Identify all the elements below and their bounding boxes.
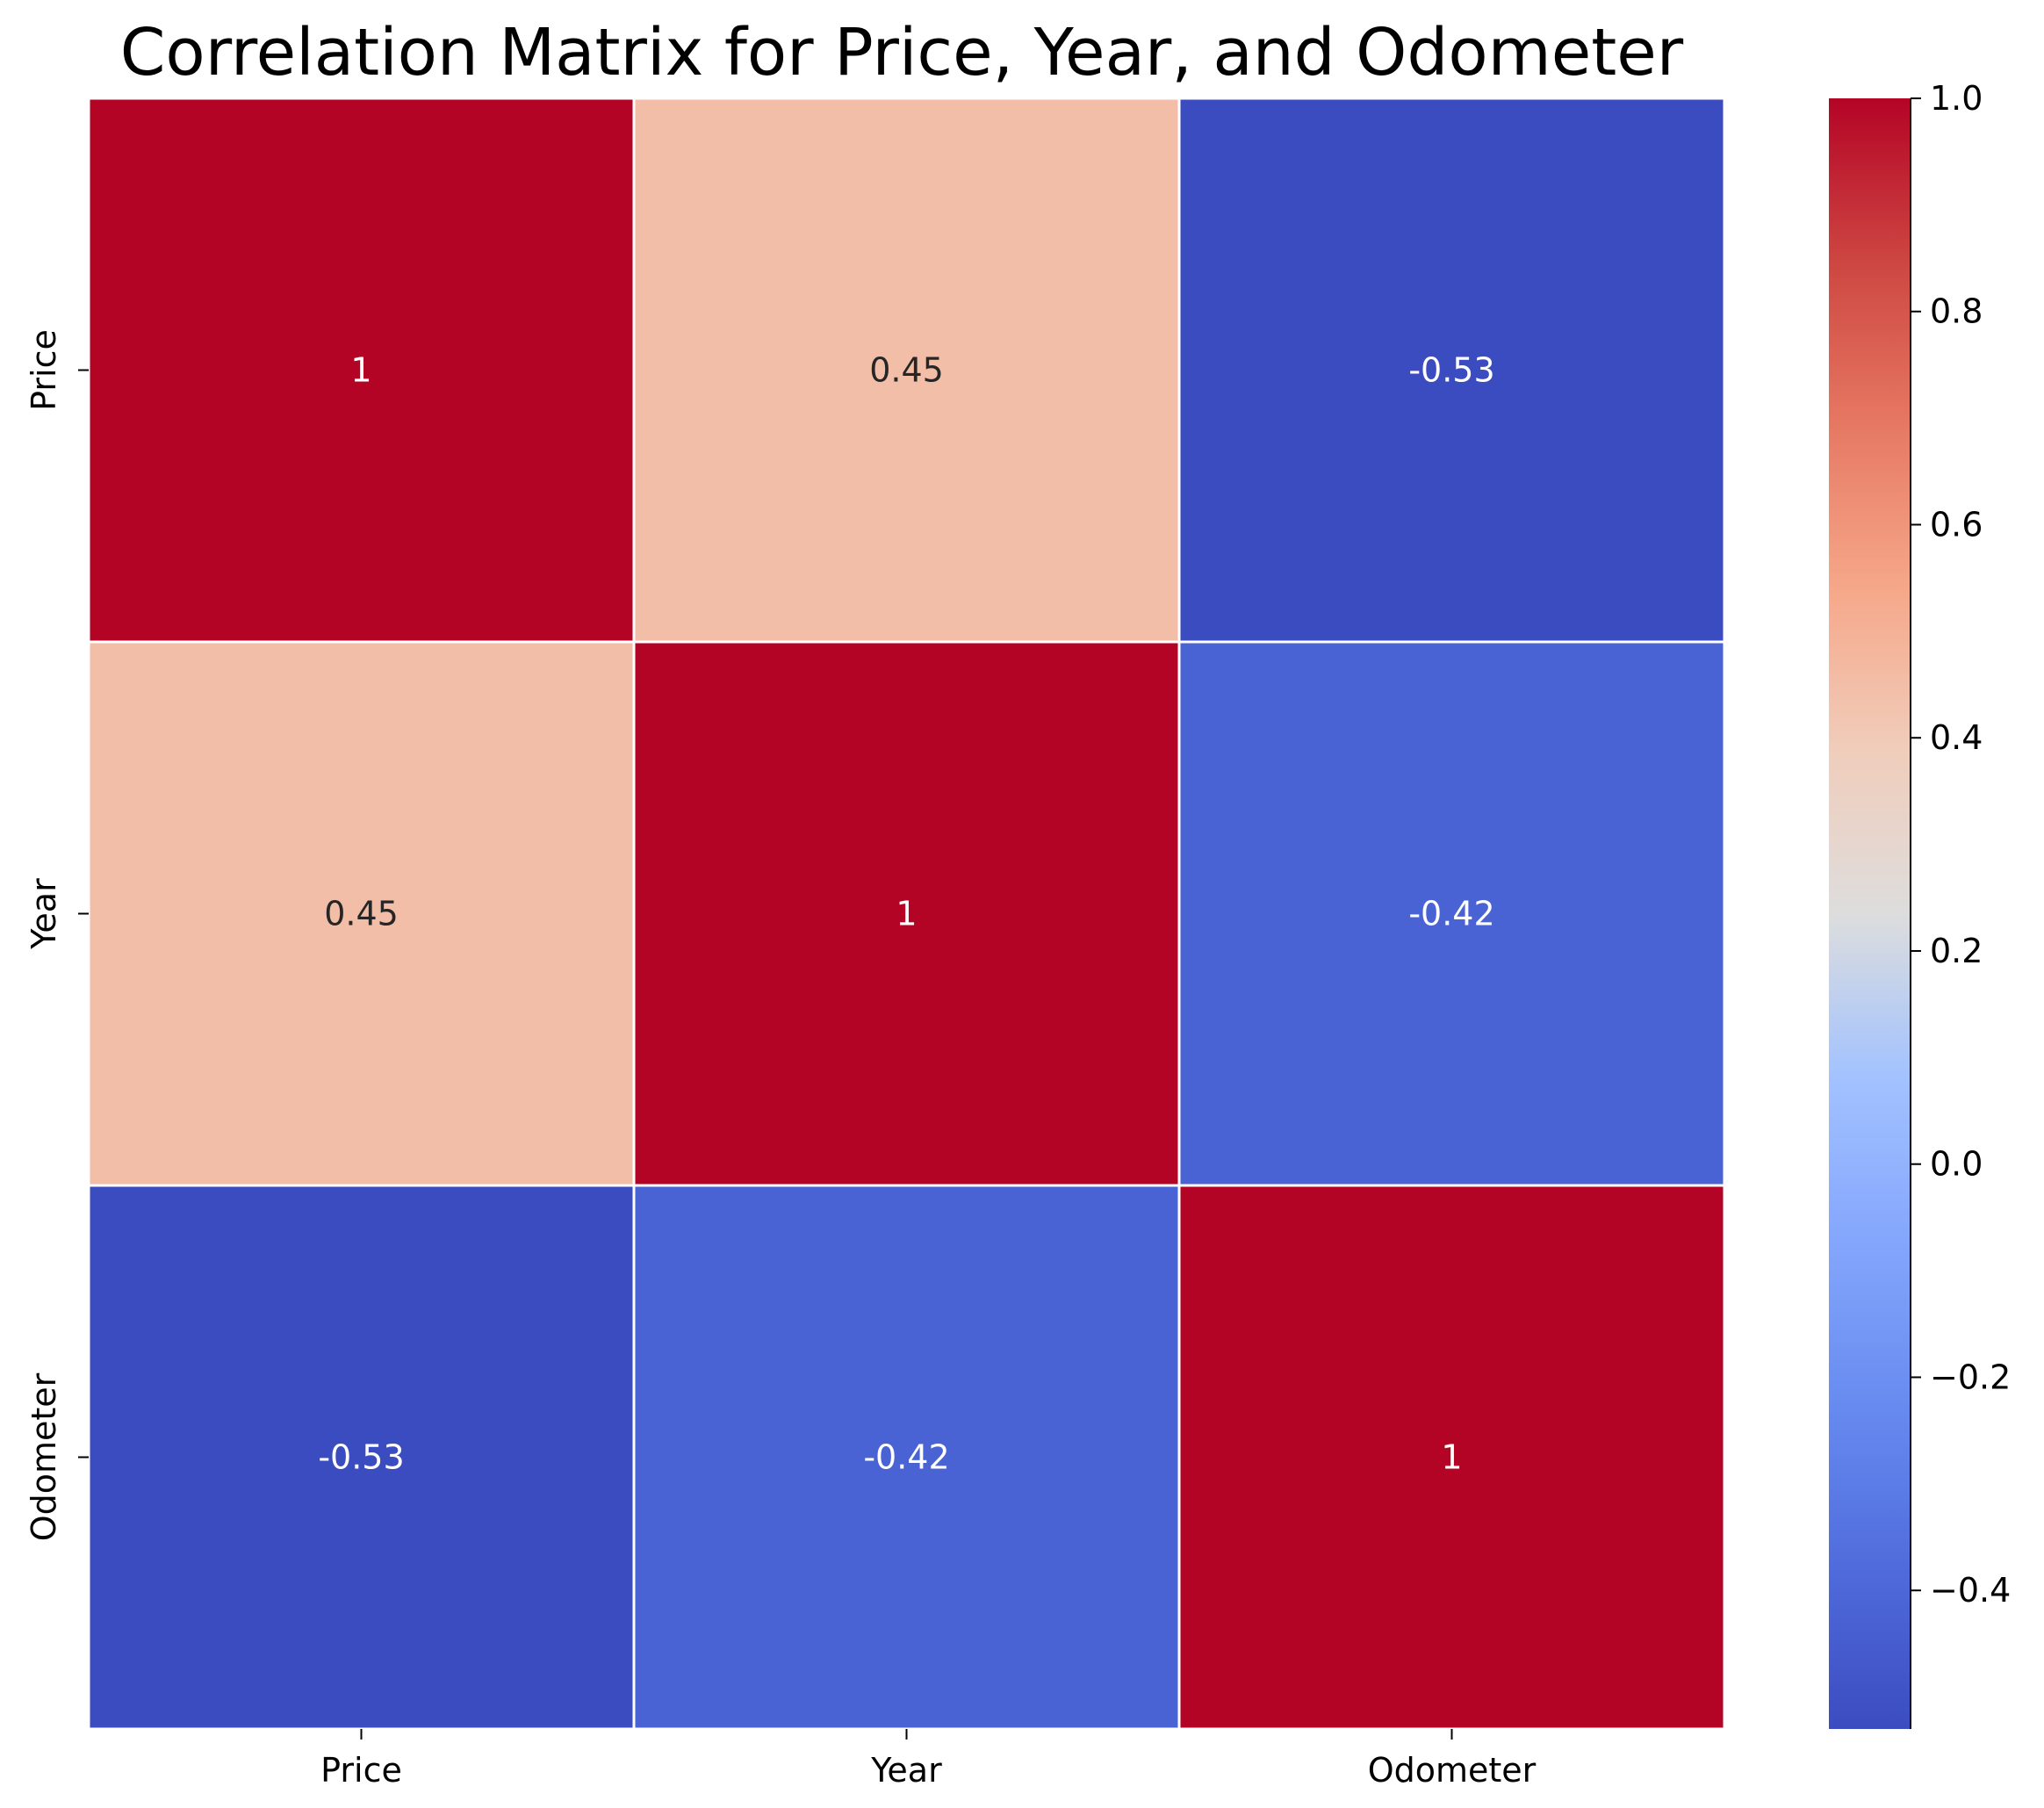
heatmap-cell	[632, 97, 1181, 644]
colorbar-tick-label: 0.8	[1930, 292, 1983, 331]
x-axis: Price Year Odometer	[320, 1729, 1537, 1790]
x-tick-label: Year	[870, 1751, 942, 1790]
y-tick-label: Odometer	[25, 1372, 63, 1541]
colorbar-tick-label: 0.4	[1930, 718, 1983, 757]
cell-value-label: 0.45	[869, 351, 944, 390]
cell-value-label: -0.42	[863, 1438, 949, 1477]
colorbar-tick-label: −0.4	[1930, 1571, 2011, 1610]
y-tick-label: Price	[25, 329, 63, 411]
heatmap-cell	[1177, 640, 1726, 1187]
cell-value-label: -0.53	[318, 1438, 404, 1477]
heatmap-cell	[87, 1184, 636, 1731]
heatmap-cells: 1 0.45 -0.53 0.45 1 -0.42 -0.53 -0.42 1	[87, 97, 1726, 1731]
colorbar-tick-label: 0.0	[1930, 1145, 1983, 1184]
colorbar-tick-label: 1.0	[1930, 79, 1983, 118]
cell-value-label: 1	[350, 351, 371, 390]
colorbar-gradient	[1829, 98, 1911, 1729]
cell-value-label: 1	[1441, 1438, 1462, 1477]
chart-title: Correlation Matrix for Price, Year, and …	[120, 15, 1684, 90]
x-tick-label: Price	[320, 1751, 402, 1790]
colorbar-tick-label: −0.2	[1930, 1358, 2011, 1396]
colorbar-ticks: −0.4 −0.2 0.0 0.2 0.4 0.6 0.8 1.0	[1911, 79, 2011, 1610]
heatmap-cell	[87, 640, 636, 1187]
y-tick-label: Year	[25, 878, 63, 950]
heatmap-cell	[632, 1184, 1181, 1731]
heatmap-cell	[632, 640, 1181, 1187]
x-tick-label: Odometer	[1368, 1751, 1537, 1790]
y-axis: Price Year Odometer	[25, 329, 89, 1541]
cell-value-label: -0.42	[1408, 895, 1494, 933]
heatmap-cell	[87, 97, 636, 644]
colorbar-tick-label: 0.6	[1930, 505, 1983, 544]
cell-value-label: 1	[896, 895, 917, 933]
colorbar-tick-label: 0.2	[1930, 932, 1983, 970]
cell-value-label: -0.53	[1408, 351, 1494, 390]
heatmap-cell	[1177, 97, 1726, 644]
cell-value-label: 0.45	[324, 895, 399, 933]
colorbar: −0.4 −0.2 0.0 0.2 0.4 0.6 0.8 1.0	[1829, 79, 2011, 1729]
